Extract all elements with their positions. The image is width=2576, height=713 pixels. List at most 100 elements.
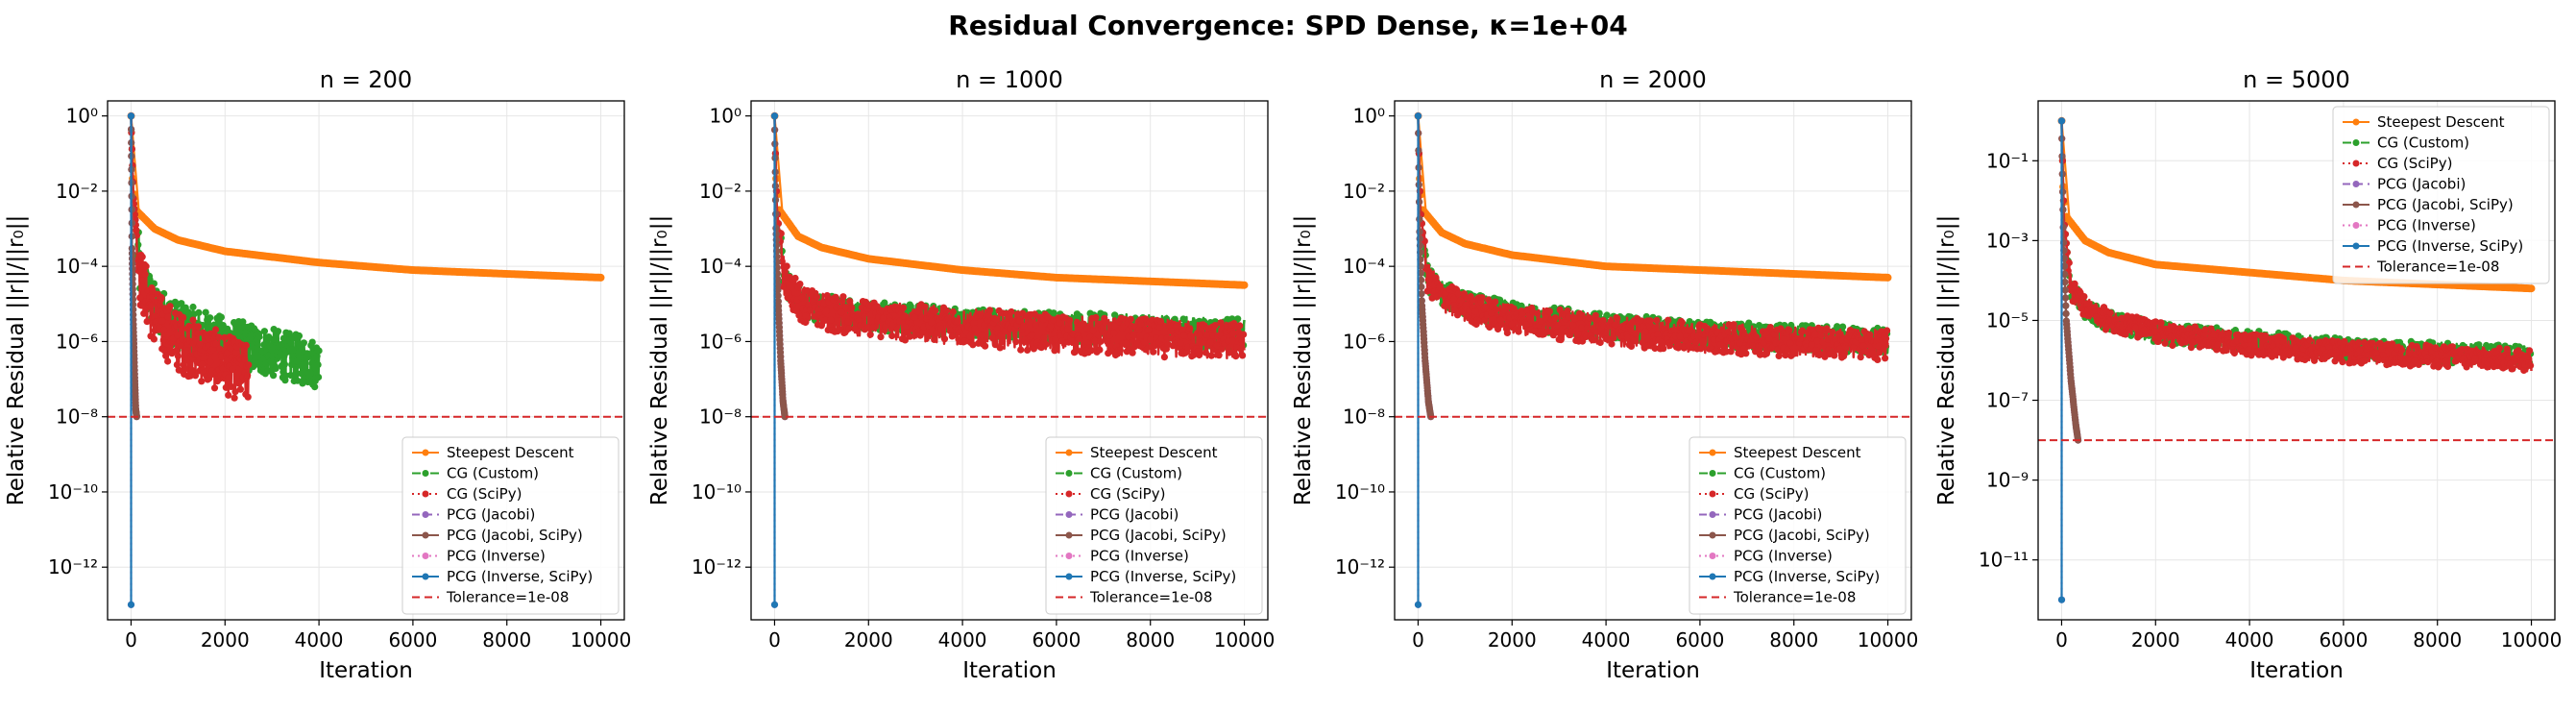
x-tick-label: 0 [1412,628,1424,652]
series-cg-scipy-point [231,388,239,396]
series-cg-scipy-point [948,332,956,340]
series-cg-scipy-point [191,372,200,380]
series-cg-custom-point [260,328,268,335]
legend-swatch-marker [1709,573,1716,580]
series-cg-scipy-point [225,391,232,399]
series-cg-scipy-point [913,307,921,315]
series-cg-scipy-point [227,344,234,352]
legend-swatch-marker [1709,449,1716,456]
series-cg-custom-point [1179,315,1187,323]
y-tick-label: 10⁰ [1353,105,1385,128]
series-cg-custom-point [195,308,203,316]
series-cg-scipy-point [937,325,945,332]
series-cg-scipy-point [1130,332,1137,339]
legend-swatch-marker [1065,573,1073,580]
series-cg-scipy-point [178,325,185,332]
series-steepest-descent-line [1417,115,1888,279]
series-cg-scipy-point [1111,322,1119,330]
series-cg-scipy-point [142,262,150,270]
legend-swatch-marker [1709,470,1716,477]
series-cg-scipy-point [1492,298,1499,306]
series-cg-scipy-point [1075,335,1082,343]
series-cg-scipy-point [906,332,913,340]
legend-label: CG (Custom) [1734,465,1826,482]
series-cg-scipy-point [877,333,885,341]
series-cg-scipy-point [1008,307,1015,316]
series-cg-scipy-point [979,332,986,339]
plot-frame [107,100,625,621]
legend-label: PCG (Jacobi) [1090,506,1179,524]
series-cg-scipy-point [149,287,157,295]
series-cg-scipy-point [1147,336,1154,344]
series-cg-scipy-point [802,318,810,327]
series-cg-scipy-point [194,323,202,331]
series-cg-scipy-point [1712,347,1720,356]
series-cg-scipy-point [796,281,804,288]
series-cg-scipy-point [928,318,936,327]
legend-box [1045,436,1263,615]
series-cg-scipy-point [141,270,149,279]
y-tick-label: 10⁻⁴ [1343,255,1385,278]
legend-label: Steepest Descent [447,444,574,461]
x-tick-label: 10000 [571,628,632,652]
series-cg-scipy-point [1557,336,1565,344]
series-cg-scipy [1414,112,1891,363]
series-cg-scipy-point [1110,330,1118,337]
series-cg-scipy-point [185,322,193,331]
series-cg-scipy-point [1730,321,1738,329]
series-cg-scipy-point [199,360,207,368]
legend-label: PCG (Jacobi) [1734,506,1822,524]
series-cg-scipy-point [838,308,845,316]
y-tick-label: 10⁻⁶ [699,330,741,353]
series-cg-scipy-point [998,338,1006,346]
series-cg-custom-point [202,308,209,316]
series-cg-scipy-point [1020,322,1028,330]
series-cg-scipy-point [140,309,148,317]
legend-swatch-marker [422,511,429,518]
series-cg-scipy-point [1478,294,1486,302]
series-cg-scipy-point [931,335,938,343]
series-steepest-descent [1414,111,1892,282]
series-cg-scipy-point [982,342,989,350]
series-cg-custom-point [300,360,307,368]
series-cg-scipy-point [1091,337,1099,345]
legend-label: PCG (Jacobi, SciPy) [447,527,583,544]
series-cg-scipy-point [1102,318,1109,327]
series-cg-scipy-point [189,316,197,324]
series-cg-scipy-point [1072,345,1081,353]
y-tick-label: 10⁻⁴ [56,255,98,278]
legend-label: PCG (Inverse) [1734,548,1833,565]
series-cg-scipy-point [1177,339,1184,347]
series-pcg-inverse-scipy [770,112,779,608]
series-steepest-descent-point [2527,284,2536,293]
series-pcg-jacobi-scipy-point [772,224,780,232]
series-cg-scipy-point [198,378,206,385]
series-cg-scipy-point [844,318,852,326]
series-cg-custom-point [252,354,259,361]
series-cg-scipy-point [143,318,151,326]
series-cg-scipy-point [1199,321,1207,329]
y-tick-label: 10⁻¹⁰ [692,480,741,504]
series-cg-scipy-point [1001,328,1009,335]
series-cg-scipy-point [242,341,250,349]
series-cg-scipy-point [1831,352,1838,359]
x-tick-label: 0 [125,628,137,652]
series-cg-scipy-point [221,333,229,341]
y-tick-label: 10⁻¹² [48,555,98,578]
series-cg-scipy-point [1574,331,1582,338]
series-pcg-inverse-scipy-point [127,601,135,608]
series-cg-scipy-point [138,277,146,284]
series-cg-custom-point [295,332,304,340]
series-cg-custom-point [315,373,323,381]
series-cg-scipy-point [1236,322,1244,330]
series-cg-scipy-point [215,333,223,341]
series-cg-scipy-point [1068,337,1076,345]
series-cg-scipy-point [174,332,182,339]
series-cg-scipy-point [188,366,196,374]
series-cg-scipy-point [1052,335,1059,343]
series-cg-custom-point [271,335,279,343]
legend-label: CG (SciPy) [1090,485,1165,503]
series-cg-custom-point [300,339,307,347]
series-pcg-jacobi-scipy-point [781,413,789,421]
